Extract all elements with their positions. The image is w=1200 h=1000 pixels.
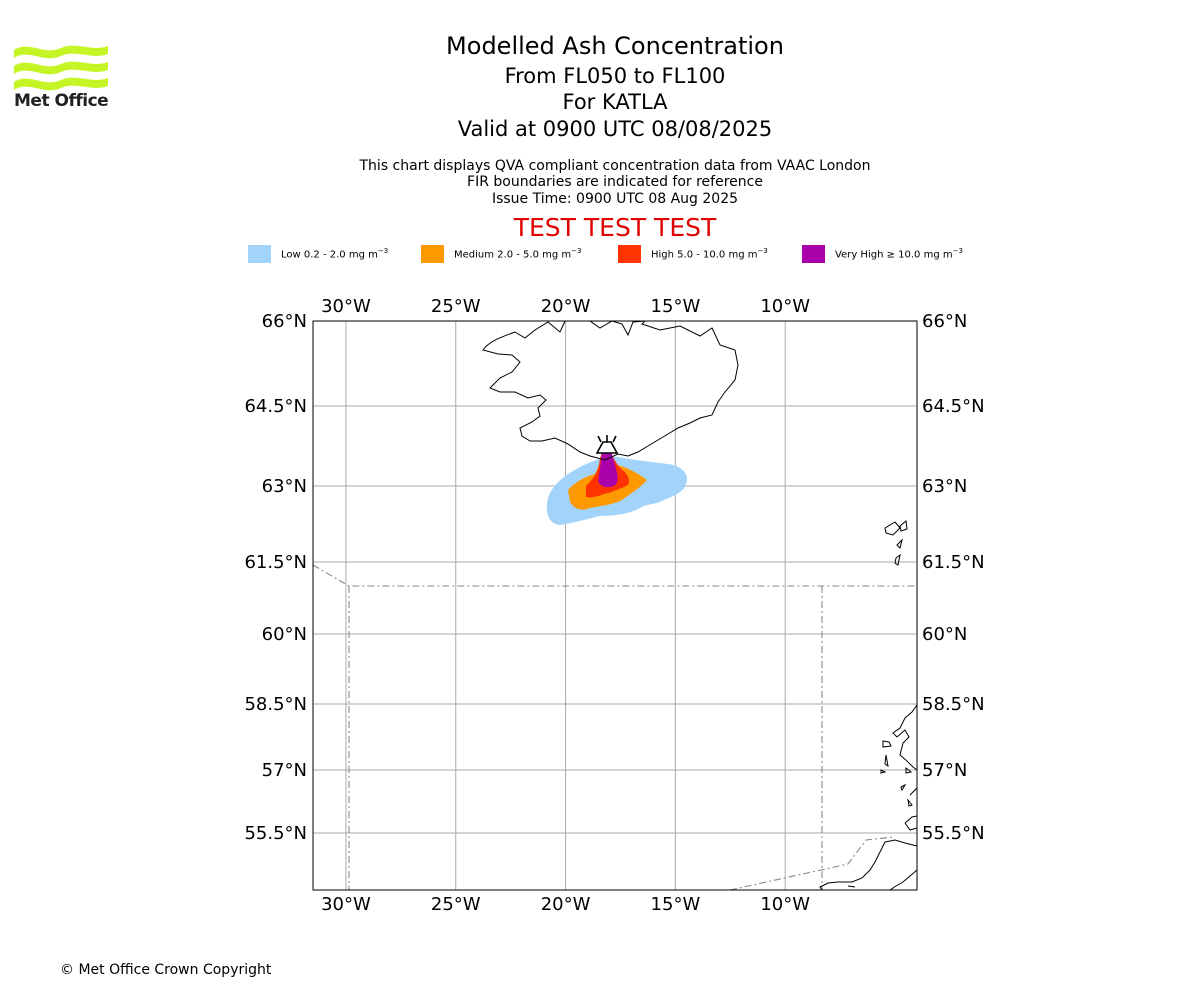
legend-label-very-high: Very High ≥ 10.0 mg m [835,249,953,261]
lon-tick-label-bottom: 20°W [541,894,591,915]
map-gridlines [313,321,917,890]
legend-label-medium: Medium 2.0 - 5.0 mg m [454,249,572,261]
lat-tick-label-left: 55.5°N [244,823,307,844]
fir-boundaries [313,564,917,890]
lon-tick-label-bottom: 25°W [431,894,481,915]
volcano-icon [595,435,619,454]
legend-swatch-very-high [802,245,825,263]
qva-note: This chart displays QVA compliant concen… [359,158,871,174]
lat-tick-label-left: 57°N [262,760,307,781]
met-office-logo [14,45,108,91]
lon-tick-label-top: 10°W [760,296,810,317]
lon-tick-label-top: 20°W [541,296,591,317]
faroe-islands [884,520,908,566]
fir-boundary-line [313,564,917,587]
iceland-coastline [482,321,739,461]
fir-boundary-line [729,836,894,890]
scotland-coastline [880,704,917,831]
lat-tick-label-right: 61.5°N [922,552,985,573]
lat-tick-label-left: 61.5°N [244,552,307,573]
logo-text: Met Office [14,91,109,111]
legend-item-high: High 5.0 - 10.0 mg m−3 [618,244,768,264]
lon-tick-label-top: 30°W [321,296,371,317]
lat-tick-label-right: 66°N [922,311,967,332]
legend-swatch-medium [421,245,444,263]
legend-item-low: Low 0.2 - 2.0 mg m−3 [248,244,388,264]
lat-tick-label-right: 60°N [922,624,967,645]
lat-tick-label-right: 57°N [922,760,967,781]
lat-tick-label-right: 64.5°N [922,396,985,417]
lon-tick-label-bottom: 30°W [321,894,371,915]
lon-tick-label-bottom: 10°W [760,894,810,915]
fir-note: FIR boundaries are indicated for referen… [467,174,763,190]
lat-tick-label-right: 55.5°N [922,823,985,844]
lat-tick-label-left: 60°N [262,624,307,645]
lon-tick-label-top: 25°W [431,296,481,317]
chart-title: Modelled Ash Concentration [446,32,784,60]
legend-label-low: Low 0.2 - 2.0 mg m [281,249,378,261]
lat-tick-label-left: 63°N [262,476,307,497]
legend-item-very-high: Very High ≥ 10.0 mg m−3 [802,244,963,264]
volcano-name: For KATLA [562,90,668,114]
issue-time: Issue Time: 0900 UTC 08 Aug 2025 [491,191,739,207]
test-warning: TEST TEST TEST [513,213,717,242]
ash-very-high-area [598,446,618,488]
axis-tick-labels: 30°W 30°W 25°W 25°W 20°W 20°W 15°W 15°W 10°W 10°W… [244,296,984,915]
valid-time: Valid at 0900 UTC 08/08/2025 [457,117,773,141]
map-frame [312,320,918,891]
lon-tick-label-top: 15°W [651,296,701,317]
coastlines [482,321,917,890]
ash-plume [546,446,688,525]
lat-tick-label-right: 63°N [922,476,967,497]
lat-tick-label-left: 64.5°N [244,396,307,417]
lat-tick-label-left: 66°N [262,311,307,332]
lon-tick-label-bottom: 15°W [651,894,701,915]
lat-tick-label-left: 58.5°N [244,694,307,715]
copyright: © Met Office Crown Copyright [60,962,272,978]
legend-label-high: High 5.0 - 10.0 mg m [651,249,758,261]
lat-tick-label-right: 58.5°N [922,694,985,715]
legend-swatch-low [248,245,271,263]
flight-levels: From FL050 to FL100 [504,64,726,88]
ireland-coastline [819,839,917,890]
legend-item-medium: Medium 2.0 - 5.0 mg m−3 [421,244,581,264]
legend-swatch-high [618,245,641,263]
